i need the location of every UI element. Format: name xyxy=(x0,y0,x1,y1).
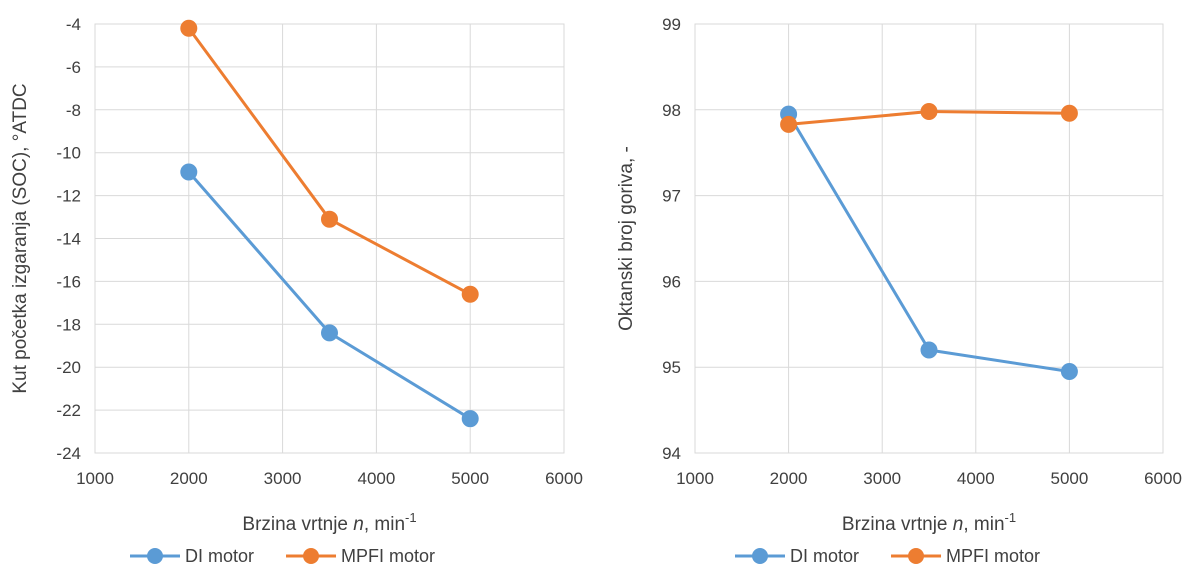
y-tick-label: -16 xyxy=(56,272,81,291)
x-tick-label: 1000 xyxy=(76,469,114,488)
y-tick-label: -8 xyxy=(66,101,81,120)
x-tick-label: 3000 xyxy=(264,469,302,488)
y-tick-label: 95 xyxy=(662,358,681,377)
x-axis-title-unit: , min xyxy=(364,514,405,535)
data-point xyxy=(180,163,198,181)
x-axis-title-var: n xyxy=(353,514,364,535)
x-tick-label: 1000 xyxy=(676,469,714,488)
data-point xyxy=(920,341,938,359)
x-tick-label: 2000 xyxy=(770,469,808,488)
data-point xyxy=(180,19,198,37)
x-axis-title-sup: -1 xyxy=(405,510,417,525)
y-tick-label: -12 xyxy=(56,187,81,206)
x-axis-title-var: n xyxy=(953,514,964,535)
y-tick-label: 94 xyxy=(662,444,681,463)
x-tick-label: 2000 xyxy=(170,469,208,488)
y-tick-label: -20 xyxy=(56,358,81,377)
y-tick-label: 97 xyxy=(662,187,681,206)
legend-label: DI motor xyxy=(790,546,859,566)
data-point xyxy=(461,285,479,303)
y-tick-label: 96 xyxy=(662,272,681,291)
y-tick-label: 98 xyxy=(662,101,681,120)
legend-marker xyxy=(752,548,768,564)
y-tick-label: -4 xyxy=(66,15,81,34)
legend-label: MPFI motor xyxy=(946,546,1040,566)
y-tick-label: -22 xyxy=(56,401,81,420)
data-point xyxy=(321,324,338,342)
x-axis-title-prefix: Brzina vrtnje xyxy=(242,514,353,535)
x-axis-title-unit: , min xyxy=(963,514,1004,535)
legend-label: DI motor xyxy=(185,546,254,566)
y-tick-label: -14 xyxy=(56,230,81,249)
data-point xyxy=(920,103,938,121)
y-tick-label: -10 xyxy=(56,144,81,163)
series-line-di xyxy=(787,113,1070,373)
y-tick-label: -18 xyxy=(56,315,81,334)
x-axis-title-prefix: Brzina vrtnje xyxy=(842,514,953,535)
legend-marker xyxy=(908,548,925,564)
data-point xyxy=(780,115,798,133)
x-tick-label: 6000 xyxy=(545,469,583,488)
legend-marker xyxy=(147,548,163,564)
y-tick-label: -6 xyxy=(66,58,81,77)
y-tick-label: 99 xyxy=(662,15,681,34)
x-tick-label: 5000 xyxy=(1050,469,1088,488)
x-axis-title-sup: -1 xyxy=(1005,510,1017,525)
data-point xyxy=(1060,362,1078,380)
x-tick-label: 3000 xyxy=(863,469,901,488)
x-axis-title: Brzina vrtnje n, min-1 xyxy=(842,510,1016,535)
y-axis-title: Oktanski broj goriva, - xyxy=(616,146,637,331)
y-axis-title: Kut početka izgaranja (SOC), °ATDC xyxy=(10,83,31,393)
data-point xyxy=(321,210,338,228)
x-tick-label: 4000 xyxy=(957,469,995,488)
x-tick-label: 5000 xyxy=(451,469,489,488)
x-axis-title: Brzina vrtnje n, min-1 xyxy=(242,510,416,535)
plot-area xyxy=(694,23,1164,454)
x-tick-label: 4000 xyxy=(357,469,395,488)
x-tick-label: 6000 xyxy=(1144,469,1182,488)
data-point xyxy=(1060,104,1078,122)
y-tick-label: -24 xyxy=(56,444,81,463)
legend-label: MPFI motor xyxy=(341,546,435,566)
legend-marker xyxy=(303,548,320,564)
data-point xyxy=(461,410,479,428)
